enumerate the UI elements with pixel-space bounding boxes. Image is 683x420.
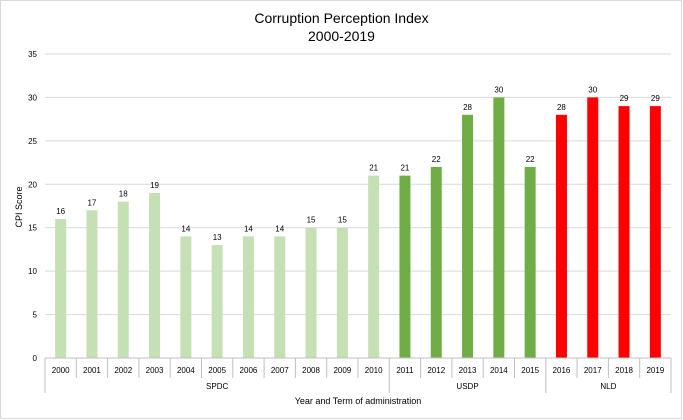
- x-tick-label: 2016: [553, 366, 571, 375]
- bar: [399, 175, 411, 358]
- y-tick-label: 25: [28, 137, 37, 146]
- x-tick-label: 2014: [490, 366, 508, 375]
- x-tick-label: 2019: [646, 366, 664, 375]
- bar: [618, 106, 630, 358]
- data-label: 15: [307, 216, 316, 225]
- y-tick-label: 10: [28, 267, 37, 276]
- x-tick-label: 2011: [396, 366, 414, 375]
- x-tick-label: 2009: [333, 366, 351, 375]
- x-axis-ticks: 2000 2001 2002 2003 2004 2005 2006 2007 2008 2009…: [52, 366, 665, 375]
- x-tick-label: 2010: [365, 366, 383, 375]
- y-axis-title: CPI Score: [14, 186, 24, 227]
- x-tick-label: 2005: [208, 366, 226, 375]
- bar: [368, 175, 380, 358]
- x-tick-label: 2002: [114, 366, 132, 375]
- x-tick-label: 2004: [177, 366, 195, 375]
- bar: [524, 166, 536, 358]
- data-label: 17: [87, 198, 96, 207]
- data-label: 18: [119, 190, 128, 199]
- data-label: 30: [494, 85, 503, 94]
- bar: [55, 219, 67, 358]
- x-axis-groups: SPDC USDP NLD: [44, 358, 672, 393]
- y-tick-label: 15: [28, 224, 37, 233]
- bar: [149, 192, 161, 358]
- data-label: 14: [275, 224, 284, 233]
- x-tick-label: 2008: [302, 366, 320, 375]
- bar: [242, 236, 254, 358]
- gridlines: [45, 53, 671, 316]
- x-axis-title: Year and Term of administration: [295, 396, 422, 406]
- data-label: 15: [338, 216, 347, 225]
- x-tick-label: 2012: [427, 366, 445, 375]
- bar: [336, 227, 348, 358]
- bar: [180, 236, 192, 358]
- bar: [211, 245, 223, 358]
- y-tick-label: 35: [28, 50, 37, 59]
- chart-title: Corruption Perception Index: [254, 10, 429, 26]
- y-tick-label: 5: [33, 311, 38, 320]
- y-axis-ticks: 0 5 10 15 20 25 30 35: [28, 50, 37, 363]
- x-tick-label: 2003: [146, 366, 164, 375]
- bar: [430, 166, 442, 358]
- group-label: SPDC: [206, 382, 228, 391]
- data-label: 28: [557, 103, 566, 112]
- x-tick-label: 2015: [521, 366, 539, 375]
- x-tick-label: 2013: [459, 366, 477, 375]
- data-label: 14: [181, 224, 190, 233]
- y-tick-label: 20: [28, 180, 37, 189]
- y-tick-label: 0: [33, 354, 38, 363]
- y-tick-label: 30: [28, 93, 37, 102]
- data-label: 21: [400, 164, 409, 173]
- bar: [462, 114, 474, 358]
- x-tick-label: 2006: [240, 366, 258, 375]
- data-labels: 16 17 18 19 14 13 14 14 15 15 21 21 22 28 30 22 28 30 29 29: [56, 85, 660, 242]
- bar: [493, 97, 505, 358]
- group-label: NLD: [600, 382, 616, 391]
- data-label: 21: [369, 164, 378, 173]
- bar: [555, 114, 567, 358]
- data-label: 13: [213, 233, 222, 242]
- data-label: 16: [56, 207, 65, 216]
- data-label: 22: [526, 155, 535, 164]
- bar: [649, 106, 661, 358]
- data-label: 14: [244, 224, 253, 233]
- bars: [55, 97, 661, 358]
- bar: [587, 97, 599, 358]
- data-label: 19: [150, 181, 159, 190]
- data-label: 29: [620, 94, 629, 103]
- bar: [117, 201, 129, 358]
- group-label: USDP: [456, 382, 478, 391]
- bar: [86, 210, 98, 358]
- bar: [305, 227, 317, 358]
- x-tick-label: 2018: [615, 366, 633, 375]
- chart-subtitle: 2000-2019: [308, 28, 375, 44]
- data-label: 22: [432, 155, 441, 164]
- data-label: 30: [588, 85, 597, 94]
- x-tick-label: 2007: [271, 366, 289, 375]
- x-tick-label: 2017: [584, 366, 602, 375]
- x-tick-label: 2001: [83, 366, 101, 375]
- bar: [274, 236, 286, 358]
- data-label: 29: [651, 94, 660, 103]
- x-tick-label: 2000: [52, 366, 70, 375]
- data-label: 28: [463, 103, 472, 112]
